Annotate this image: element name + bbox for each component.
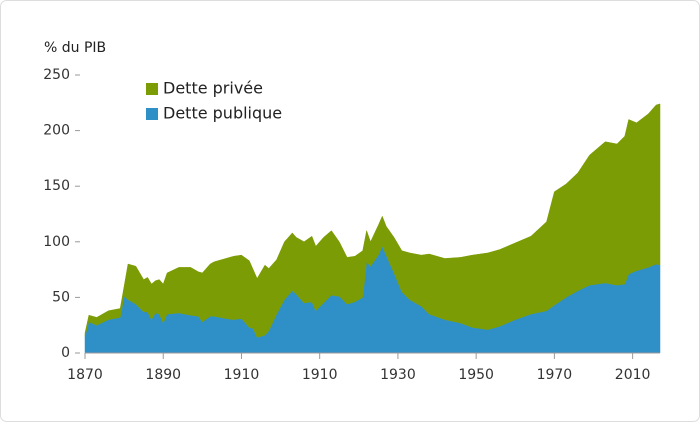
legend-swatch [146,83,158,95]
legend-swatch [146,108,158,120]
x-tick-label: 1970 [537,367,573,383]
x-tick-label: 1910 [302,367,338,383]
y-tick-label: 250 [43,67,70,83]
y-tick-label: 0 [61,345,70,361]
x-tick-label: 1950 [458,367,494,383]
x-tick-label: 1870 [67,367,103,383]
x-tick-label: 1910 [224,367,260,383]
y-tick-label: 150 [43,178,70,194]
x-tick-label: 1890 [145,367,181,383]
x-tick-label: 1930 [380,367,416,383]
y-tick-label: 100 [43,234,70,250]
y-axis-label: % du PIB [44,40,106,56]
legend-label: Dette privée [163,79,263,98]
area [84,103,661,338]
y-tick-label: 200 [43,123,70,139]
y-tick-label: 50 [52,289,70,305]
x-tick-label: 2010 [615,367,651,383]
legend-label: Dette publique [163,104,282,123]
